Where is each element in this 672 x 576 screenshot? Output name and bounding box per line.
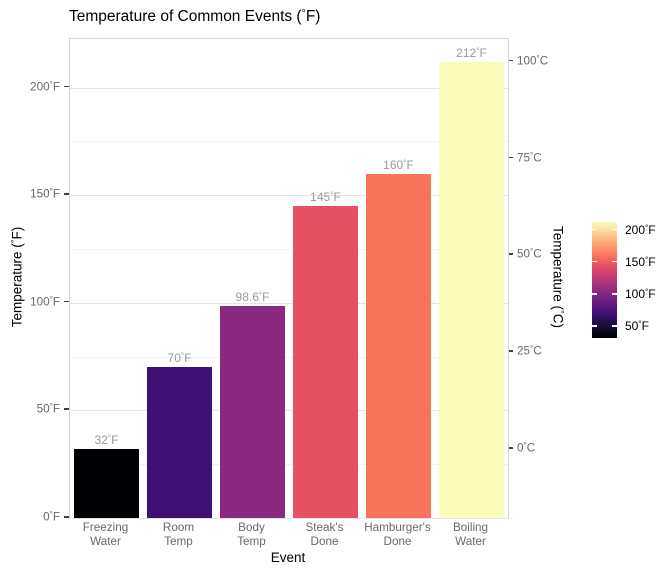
degree-symbol: °: [638, 319, 642, 329]
colorbar-tick: [612, 228, 617, 231]
axis-tick: [64, 193, 69, 195]
colorbar-tick: [592, 293, 597, 295]
x-axis-labels: Freezing Water Room Temp Body Temp Steak's Done…: [69, 521, 507, 550]
axis-tick-label: 100°F: [30, 294, 60, 309]
axis-tick-label: 0°F: [43, 509, 60, 524]
axis-tick-label: 75°C: [517, 150, 542, 165]
colorbar-tick-label: 150°F: [625, 254, 656, 269]
axis-tick: [64, 85, 69, 88]
colorbar-tick: [592, 228, 597, 231]
axis-tick-label: 200°F: [30, 79, 60, 94]
colorbar-tick-label: 200°F: [625, 222, 656, 237]
colorbar-tick: [592, 260, 597, 263]
degree-symbol: °: [530, 344, 534, 354]
gridline-major: [70, 410, 508, 412]
degree-symbol: °: [49, 187, 53, 197]
gridline-major: [70, 195, 508, 197]
axis-tick-label: 50°C: [517, 247, 542, 261]
colorbar-tick: [612, 293, 617, 295]
gridline-major: [70, 302, 508, 304]
degree-symbol: °: [536, 53, 540, 63]
degree-symbol: °: [301, 7, 306, 20]
degree-symbol: °: [645, 255, 649, 265]
bar-hamburger-s-done: [365, 173, 432, 518]
x-category-label: Body Temp: [237, 521, 266, 549]
bar-slot: 212°F: [435, 39, 508, 518]
colorbar-tick: [612, 260, 617, 263]
bar-body-temp: [219, 305, 286, 518]
degree-symbol: °: [180, 351, 185, 361]
gridline-minor: [70, 464, 508, 466]
x-category-label: Room Temp: [162, 521, 195, 549]
axis-tick-label: 50°F: [36, 402, 60, 416]
gridline-minor: [70, 141, 508, 143]
x-category-label: Hamburger's Done: [364, 521, 431, 549]
chart-title: Temperature of Common Events (°F): [69, 7, 321, 25]
degree-symbol: °: [530, 247, 534, 257]
plot-panel: 32°F 70°F 98.6°F 145°F 160°F 212°F: [69, 38, 509, 519]
bar-slot: 70°F: [143, 39, 216, 518]
bar-value-label: 212°F: [456, 45, 487, 60]
axis-tick-label: 100°C: [517, 53, 549, 68]
colorbar-tick-label: 50°F: [625, 319, 649, 334]
x-category-label: Freezing Water: [82, 521, 129, 549]
axis-tick-label: 150°F: [30, 187, 60, 201]
degree-symbol: °: [403, 158, 407, 168]
degree-symbol: °: [330, 190, 334, 200]
degree-symbol: °: [49, 294, 53, 304]
bar-slot: 32°F: [70, 39, 143, 518]
degree-symbol: °: [476, 46, 480, 56]
degree-symbol: °: [530, 150, 534, 160]
degree-symbol: °: [645, 223, 649, 233]
axis-tick-label: 0°C: [517, 441, 536, 455]
bar-slot: 160°F: [362, 39, 435, 518]
x-category-label: Boiling Water: [452, 521, 489, 549]
bar-value-label: 160°F: [383, 157, 414, 172]
bar-steak-s-done: [292, 205, 359, 518]
gridline-major: [70, 518, 508, 519]
axis-tick-label: 25°C: [517, 344, 542, 358]
bar-value-label: 98.6°F: [235, 289, 270, 304]
degree-symbol: °: [258, 290, 263, 300]
colorbar-tick: [592, 325, 597, 327]
x-axis-title: Event: [270, 550, 306, 565]
degree-symbol: °: [49, 79, 53, 89]
axis-tick: [508, 59, 513, 62]
axis-tick: [64, 516, 69, 518]
colorbar-tick: [612, 325, 617, 327]
bar-slot: 145°F: [289, 39, 362, 518]
colorbar-legend: 50°F 100°F 150°F 200°F: [592, 222, 656, 338]
gridline-major: [70, 87, 508, 89]
degree-symbol: °: [107, 433, 112, 443]
degree-symbol: °: [523, 441, 527, 451]
gridline-minor: [70, 249, 508, 251]
y-axis-right: 0°C 25°C 50°C 75°C 100°C: [508, 38, 618, 517]
axis-tick: [508, 156, 513, 159]
axis-tick: [508, 350, 513, 352]
x-category-label: Steak's Done: [305, 521, 344, 549]
gridline-minor: [70, 356, 508, 358]
bar-slot: 98.6°F: [216, 39, 289, 518]
bar-value-label: 70°F: [167, 351, 192, 366]
colorbar-tick-label: 100°F: [625, 287, 656, 302]
bars-layer: 32°F 70°F 98.6°F 145°F 160°F 212°F: [70, 39, 508, 518]
y-axis-left: 0°F 50°F 100°F 150°F 200°F: [0, 38, 69, 524]
colorbar-gradient: [592, 222, 617, 338]
axis-tick: [64, 300, 69, 303]
bar-boiling-water: [438, 61, 505, 518]
degree-symbol: °: [49, 402, 53, 412]
degree-symbol: °: [49, 509, 53, 519]
degree-symbol: °: [645, 287, 649, 297]
bar-value-label: 32°F: [94, 433, 119, 448]
bar-room-temp: [146, 367, 213, 518]
axis-tick: [508, 447, 513, 449]
bar-value-label: 145°F: [310, 189, 341, 204]
axis-tick: [64, 408, 69, 410]
axis-tick: [508, 253, 513, 256]
bar-freezing-water: [73, 449, 140, 518]
